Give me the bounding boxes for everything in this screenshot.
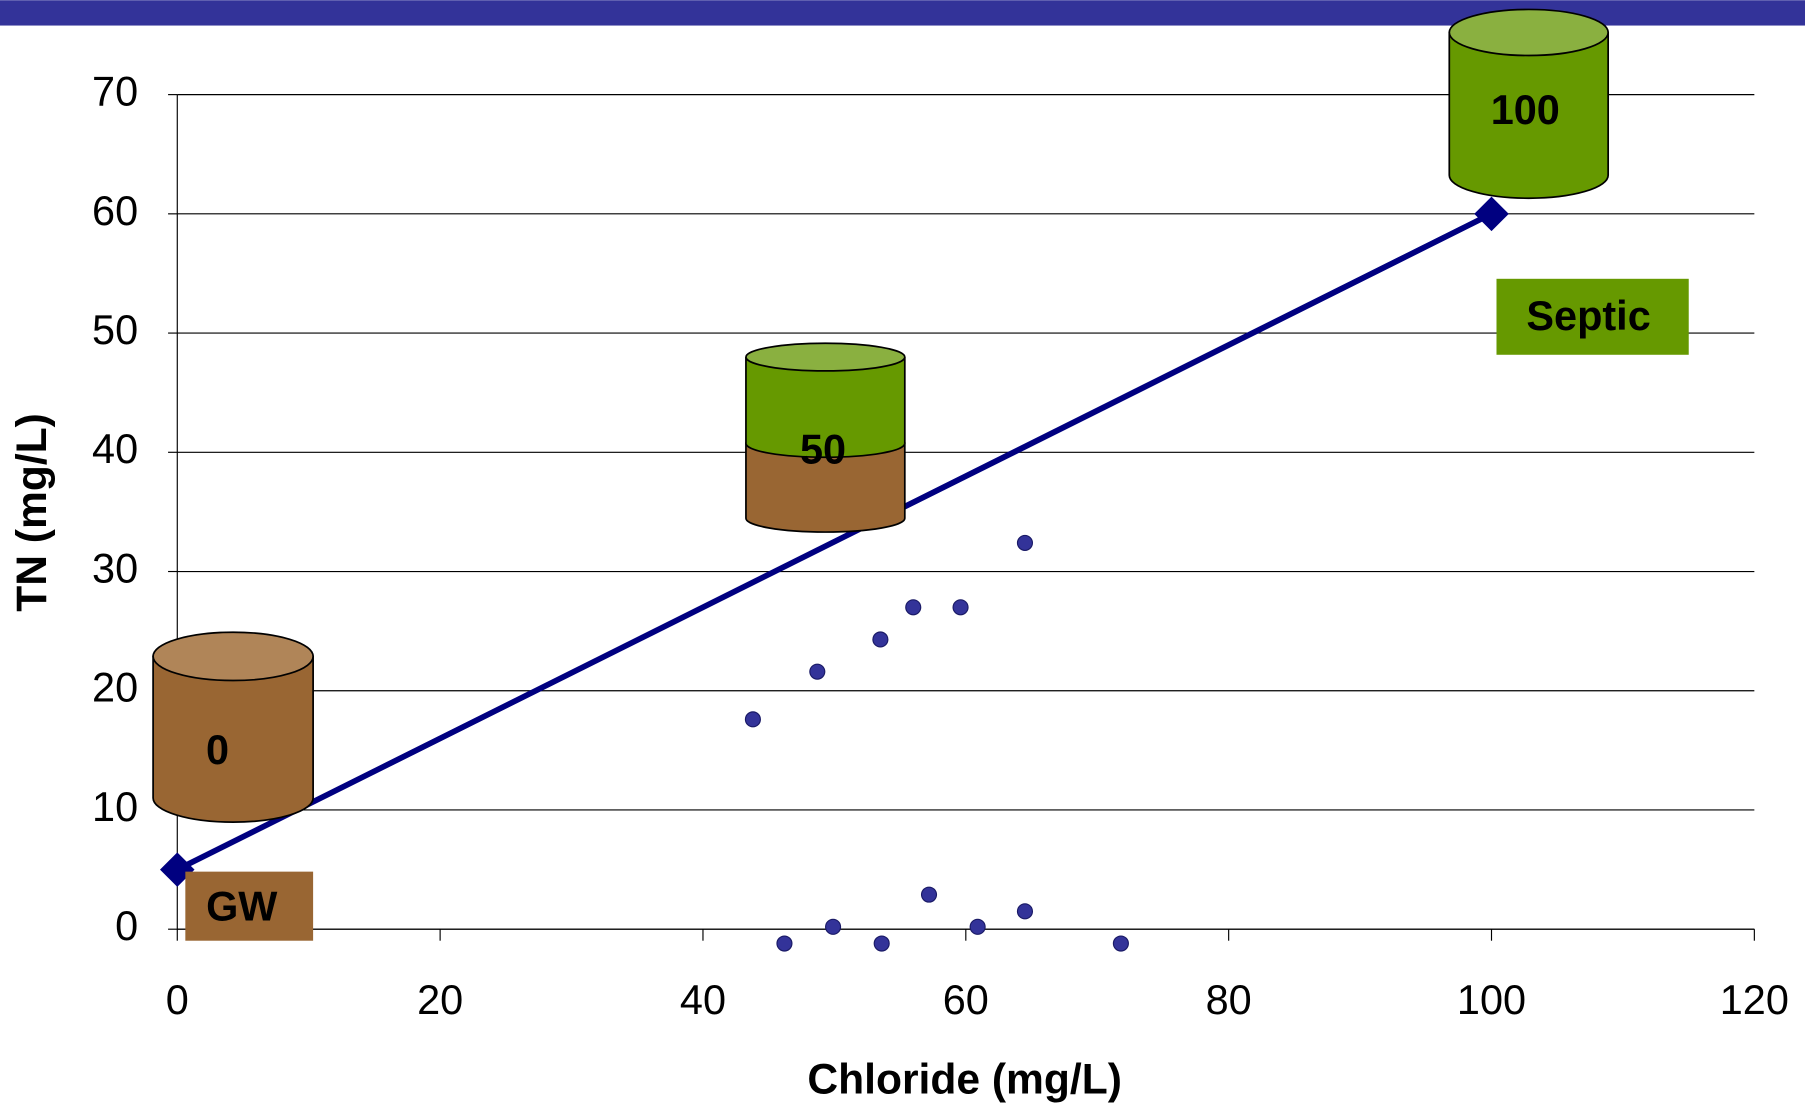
sample-point [1112,935,1129,952]
annotation: 50 [800,426,846,473]
mixing-line [175,211,1493,873]
y-tick-label: 20 [92,664,138,711]
y-axis-title: TN (mg/L) [8,413,56,612]
sample-point [952,599,969,616]
cylinder-divider [745,443,906,459]
cylinder-top [745,342,906,372]
annotation: Septic [1526,292,1650,339]
annotation: 100 [1491,86,1560,133]
x-tick-label: 20 [417,976,463,1023]
x-tick-label: 40 [680,976,726,1023]
x-tick-label: 120 [1720,976,1789,1023]
x-tick-label: 60 [943,976,989,1023]
x-tick-label: 100 [1457,976,1526,1023]
marks [160,196,1509,952]
cylinder-body [1448,31,1610,200]
sample-point [873,935,890,952]
cylinder-body [745,442,906,533]
sample-point [920,886,938,903]
cylinder-side [745,357,906,444]
annotation: 0 [206,726,229,773]
cylinder-top [1448,8,1610,57]
axes: 0 10 20 30 40 50 60 70 0 20 40 60 80 100 120 [92,68,1789,1023]
sample-point [905,599,922,616]
cylinder-top [152,631,314,682]
sample-point [1016,534,1034,551]
cylinder-body [745,357,905,458]
label-box [185,871,314,941]
grid [177,94,1755,930]
annotation: GW [206,883,278,930]
y-tick-label: 60 [92,187,138,234]
x-tick-label: 80 [1206,976,1252,1023]
y-tick-label: 30 [92,544,138,591]
sample-point [809,663,826,680]
y-tick-label: 50 [92,306,138,353]
sample-point [1016,903,1034,920]
x-tick-label: 0 [166,976,189,1023]
sample-point [776,935,793,952]
cylinder-body [152,655,314,824]
sample-point [825,918,842,935]
sample-point [969,918,986,935]
label-box [1496,278,1689,355]
y-tick-label: 0 [115,902,138,949]
end-member-marker [1474,196,1509,232]
sample-point [744,711,761,728]
annotations: 0 50 100 GW Septic [152,8,1689,941]
sample-point [872,631,889,648]
y-tick-label: 70 [92,68,138,115]
y-tick-label: 10 [92,783,138,830]
y-tick-label: 40 [92,425,138,472]
x-axis-title: Chloride (mg/L) [807,1056,1122,1104]
